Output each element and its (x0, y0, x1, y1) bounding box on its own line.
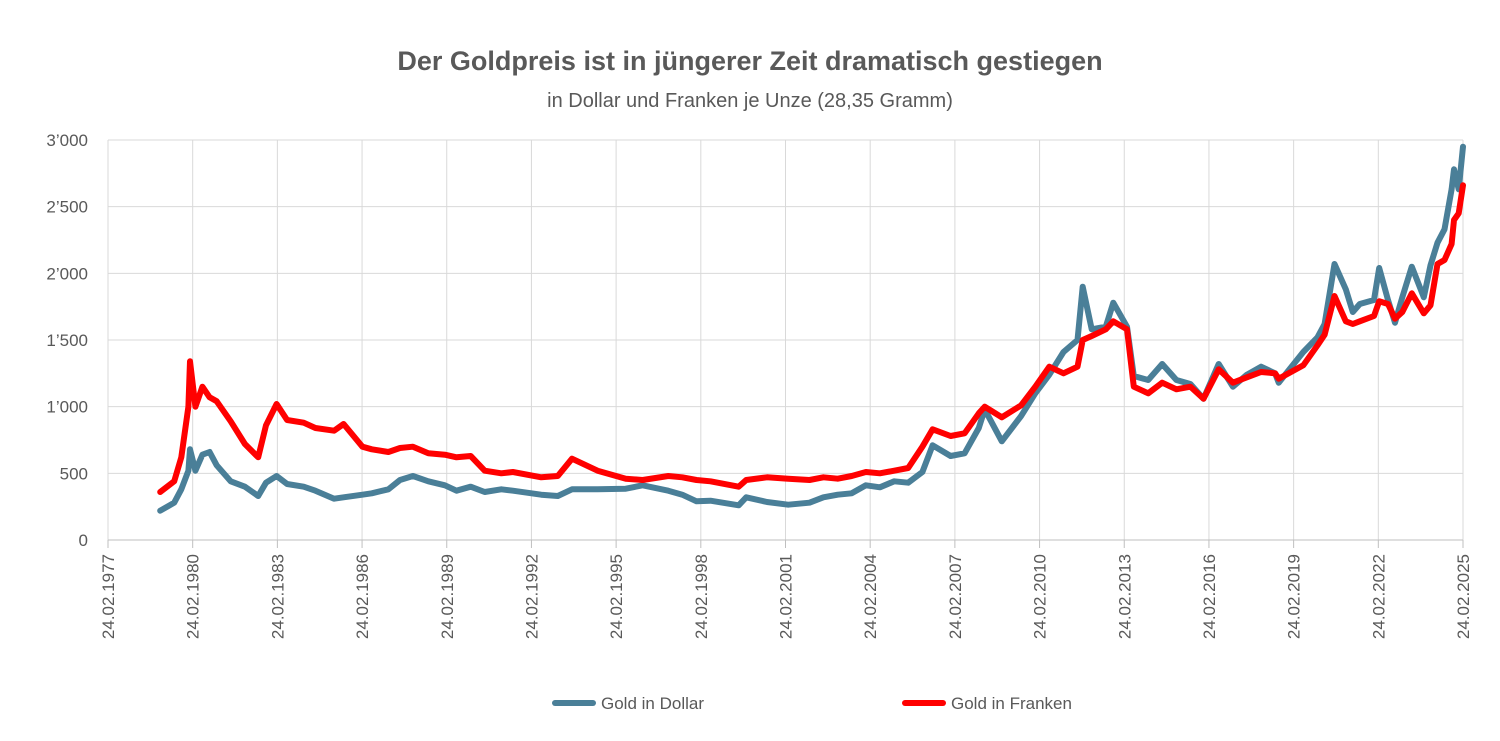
y-tick-label: 1’500 (46, 331, 88, 350)
y-tick-label: 0 (79, 531, 88, 550)
legend-label: Gold in Franken (951, 694, 1072, 713)
series-lines (157, 143, 1466, 514)
x-tick-label: 24.02.2016 (1200, 554, 1219, 639)
series-line-franken (157, 182, 1466, 495)
chart-title: Der Goldpreis ist in jüngerer Zeit drama… (397, 46, 1103, 76)
y-tick-label: 2’000 (46, 264, 88, 283)
x-tick-label: 24.02.2019 (1285, 554, 1304, 639)
y-tick-label: 2’500 (46, 198, 88, 217)
x-tick-label: 24.02.2001 (777, 554, 796, 639)
x-tick-label: 24.02.1980 (184, 554, 203, 639)
y-tick-label: 3’000 (46, 131, 88, 150)
x-tick-label: 24.02.1986 (353, 554, 372, 639)
x-tick-label: 24.02.1992 (522, 554, 541, 639)
axes: 0 500 1’000 1’500 2’000 2’500 3’000 24.02.1977 2… (46, 131, 1473, 639)
legend: Gold in Dollar Gold in Franken (552, 694, 1072, 713)
y-tick-label: 500 (60, 464, 88, 483)
y-tick-label: 1’000 (46, 398, 88, 417)
series-line-dollar (157, 143, 1466, 514)
x-tick-label: 24.02.2013 (1115, 554, 1134, 639)
legend-label: Gold in Dollar (601, 694, 704, 713)
x-tick-label: 24.02.2022 (1369, 554, 1388, 639)
x-tick-label: 24.02.2007 (946, 554, 965, 639)
x-tick-label: 24.02.1998 (692, 554, 711, 639)
x-tick-label: 24.02.1989 (438, 554, 457, 639)
x-tick-label: 24.02.1995 (607, 554, 626, 639)
x-tick-label: 24.02.2004 (861, 554, 880, 639)
chart-subtitle: in Dollar und Franken je Unze (28,35 Gra… (547, 90, 953, 112)
x-tick-label: 24.02.1977 (99, 554, 118, 639)
x-tick-label: 24.02.2010 (1031, 554, 1050, 639)
x-tick-label: 24.02.1983 (268, 554, 287, 639)
x-tick-label: 24.02.2025 (1454, 554, 1473, 639)
